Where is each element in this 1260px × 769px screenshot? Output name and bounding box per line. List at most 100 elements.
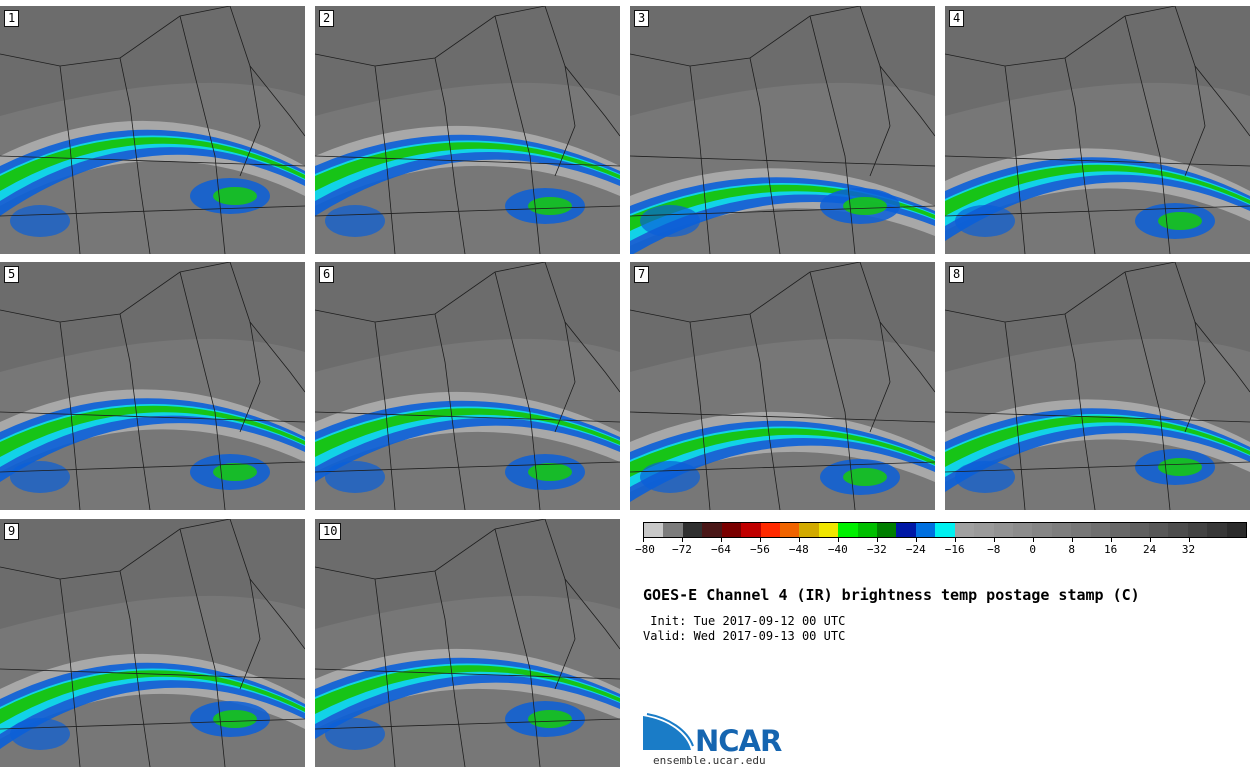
valid-time: Valid: Wed 2017-09-13 00 UTC: [643, 629, 846, 643]
colorbar-swatch: [682, 523, 703, 537]
ir-map-3: [630, 6, 935, 254]
ir-map-6: [315, 262, 620, 510]
panel-number: 7: [634, 266, 650, 283]
colorbar-tick: [1032, 538, 1034, 542]
colorbar-swatch: [1013, 523, 1033, 537]
map-panel-3: 3: [630, 6, 935, 254]
colorbar-tick-label: −80: [635, 543, 655, 556]
map-panel-1: 1: [0, 6, 305, 254]
colorbar-tick: [954, 538, 956, 542]
colorbar-tick-label: −64: [710, 543, 731, 556]
colorbar-tick: [798, 538, 800, 542]
panel-number: 2: [319, 10, 335, 27]
colorbar-swatch: [915, 523, 936, 537]
colorbar-tick-label: 16: [1103, 543, 1118, 556]
colorbar-swatch: [1207, 523, 1227, 537]
colorbar-tick-label: −32: [866, 543, 887, 556]
colorbar-tick: [837, 538, 839, 542]
ir-map-5: [0, 262, 305, 510]
colorbar-swatch: [644, 523, 664, 537]
ir-map-2: [315, 6, 620, 254]
ncar-logo-text: NCAR: [695, 724, 782, 758]
colorbar-tick: [1071, 538, 1073, 542]
colorbar-tick-label: −8: [987, 543, 1001, 556]
colorbar-tick: [1149, 538, 1151, 542]
panel-number: 1: [4, 10, 20, 27]
figure-title: GOES-E Channel 4 (IR) brightness temp po…: [643, 586, 1140, 604]
init-time: Init: Tue 2017-09-12 00 UTC: [643, 614, 846, 628]
panel-number: 5: [4, 266, 20, 283]
colorbar-swatch: [721, 523, 742, 537]
colorbar-swatch: [1110, 523, 1130, 537]
ir-map-1: [0, 6, 305, 254]
colorbar-legend: −80 −72 −64 −56 −48 −40 −32 −24 −16 −8 0 8 16 24 32: [635, 522, 1247, 562]
colorbar-tick-label: 0: [1029, 543, 1036, 556]
ncar-url: ensemble.ucar.edu: [653, 754, 766, 767]
colorbar-swatch: [993, 523, 1014, 537]
ir-map-9: [0, 519, 305, 767]
colorbar-swatch: [1226, 523, 1247, 537]
colorbar-swatch: [741, 523, 761, 537]
colorbar-tick-label: −24: [905, 543, 926, 556]
colorbar-tick-label: −48: [788, 543, 809, 556]
colorbar-swatch: [1187, 523, 1208, 537]
colorbar-tick: [759, 538, 761, 542]
colorbar-swatch: [702, 523, 722, 537]
colorbar-tick: [993, 538, 995, 542]
colorbar-swatch: [760, 523, 780, 537]
colorbar-tick: [720, 538, 722, 542]
colorbar-swatch: [1090, 523, 1111, 537]
colorbar-swatch: [896, 523, 916, 537]
panel-number: 9: [4, 523, 20, 540]
colorbar-tick-label: −56: [749, 543, 770, 556]
map-panel-6: 6: [315, 262, 620, 510]
panel-number: 8: [949, 266, 965, 283]
colorbar-tick: [643, 538, 644, 542]
colorbar-swatch: [799, 523, 819, 537]
panel-number: 3: [634, 10, 650, 27]
colorbar-swatch: [1051, 523, 1072, 537]
colorbar-swatch: [857, 523, 878, 537]
colorbar-tick-label: 24: [1142, 543, 1157, 556]
map-panel-9: 9: [0, 519, 305, 767]
colorbar: [643, 522, 1247, 538]
colorbar-swatch: [1032, 523, 1052, 537]
colorbar-tick-label: −16: [944, 543, 965, 556]
colorbar-swatch: [779, 523, 800, 537]
ir-map-10: [315, 519, 620, 767]
map-panel-2: 2: [315, 6, 620, 254]
colorbar-tick: [915, 538, 917, 542]
colorbar-tick-label: 32: [1181, 543, 1196, 556]
colorbar-swatch: [663, 523, 683, 537]
panel-number: 6: [319, 266, 335, 283]
colorbar-tick: [1110, 538, 1112, 542]
colorbar-tick-label: −40: [827, 543, 848, 556]
colorbar-swatch: [877, 523, 897, 537]
ir-map-4: [945, 6, 1250, 254]
colorbar-swatch: [1168, 523, 1188, 537]
colorbar-swatch: [974, 523, 994, 537]
map-panel-4: 4: [945, 6, 1250, 254]
ir-map-7: [630, 262, 935, 510]
ncar-logo-icon: [643, 713, 694, 750]
ir-map-8: [945, 262, 1250, 510]
panel-number: 10: [319, 523, 342, 540]
colorbar-tick-label: −72: [672, 543, 692, 556]
colorbar-swatch: [838, 523, 858, 537]
map-panel-7: 7: [630, 262, 935, 510]
map-panel-10: 10: [315, 519, 620, 767]
map-panel-8: 8: [945, 262, 1250, 510]
panel-number: 4: [949, 10, 965, 27]
colorbar-swatch: [935, 523, 955, 537]
colorbar-swatch: [1129, 523, 1149, 537]
colorbar-swatch: [954, 523, 975, 537]
colorbar-tick: [681, 538, 683, 542]
colorbar-tick-label: 8: [1068, 543, 1075, 556]
colorbar-swatch: [1071, 523, 1091, 537]
colorbar-swatch: [1148, 523, 1169, 537]
colorbar-ticks: −80 −72 −64 −56 −48 −40 −32 −24 −16 −8 0 8 16 24 32: [635, 538, 1247, 558]
map-panel-5: 5: [0, 262, 305, 510]
colorbar-tick: [876, 538, 878, 542]
colorbar-swatch: [818, 523, 839, 537]
colorbar-tick: [1188, 538, 1190, 542]
